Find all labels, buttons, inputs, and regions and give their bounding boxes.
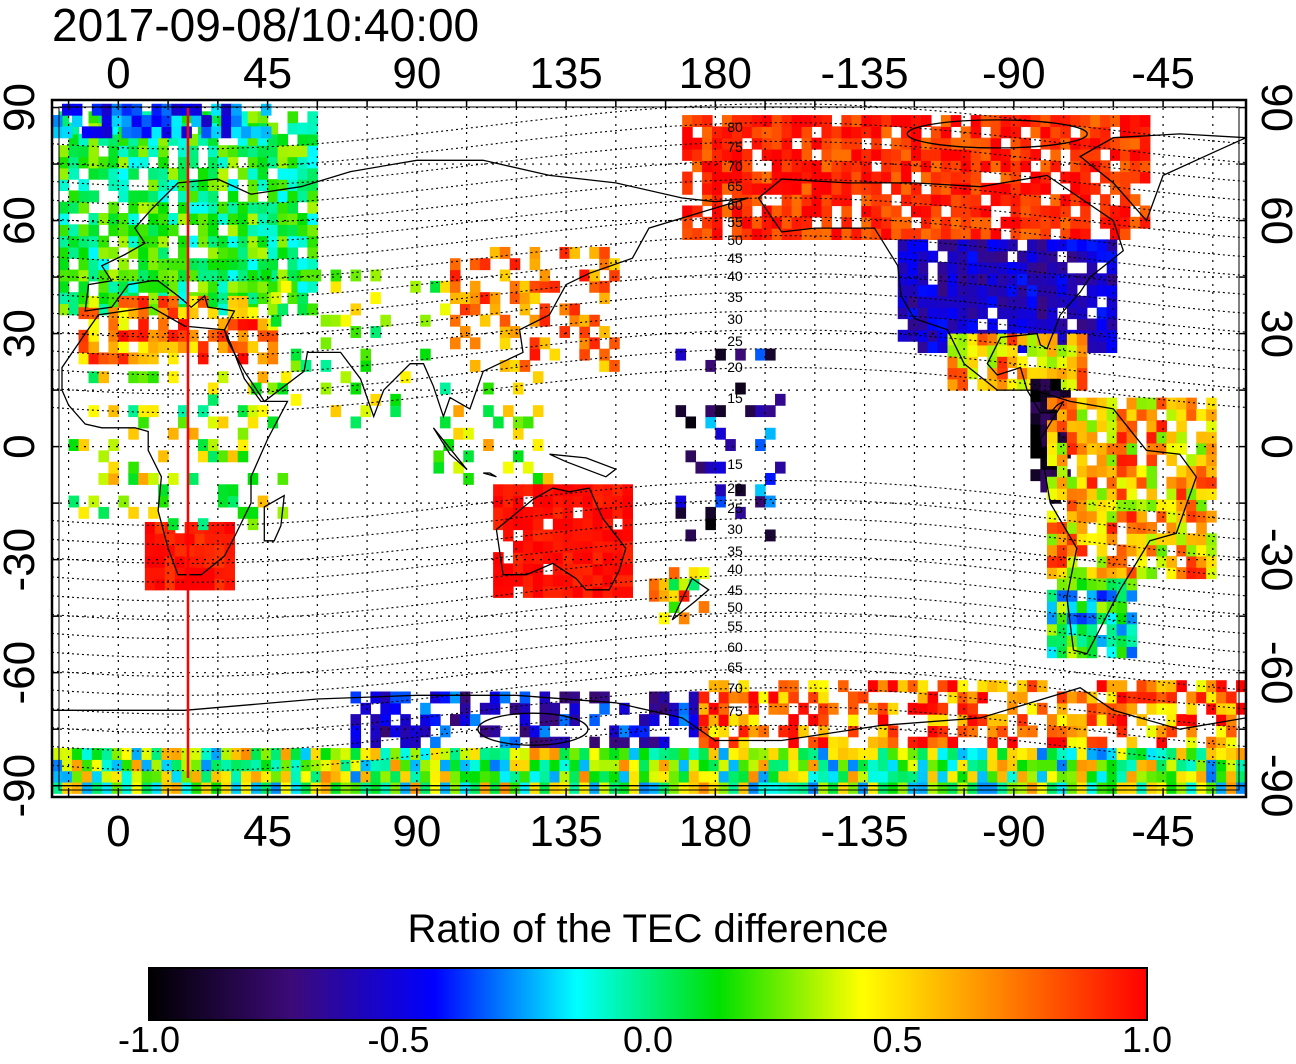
contour-label: 65 [727, 178, 743, 194]
y-tick-right: 90 [1252, 83, 1296, 132]
x-tick-top: 0 [106, 49, 130, 98]
y-tick-left: 0 [0, 434, 44, 458]
contour-label: 25 [727, 333, 743, 349]
contour-label: 60 [727, 639, 743, 655]
tec-ratio-field [52, 103, 1246, 794]
contour-label: 40 [727, 561, 743, 577]
x-tick-top: -90 [982, 49, 1046, 98]
colorbar-tick-label: -0.5 [367, 1019, 430, 1060]
y-tick-left: -90 [0, 754, 44, 818]
contour-label: 50 [727, 599, 743, 615]
axis-tick-labels: 0 0 45 45 90 90 135 135 180 180 -135 -135 -90 -90 -45 -… [0, 49, 1296, 856]
contour-label: 55 [727, 214, 743, 230]
contour-label: 15 [727, 390, 743, 406]
contour-label: 30 [727, 311, 743, 327]
colorbar [148, 967, 1148, 1021]
y-tick-left: 60 [0, 196, 44, 245]
y-tick-right: 0 [1252, 434, 1296, 458]
y-tick-left: 30 [0, 309, 44, 358]
contour-labels: 8075706560555045403530252015152025303540… [727, 119, 743, 719]
tec-map: 8075706560555045403530252015152025303540… [0, 49, 1296, 856]
contour-label: 60 [727, 197, 743, 213]
colorbar-tick-label: 1.0 [1121, 1019, 1173, 1060]
x-tick-bottom: 90 [392, 807, 441, 856]
contour-label: 20 [727, 480, 743, 496]
x-tick-top: 90 [392, 49, 441, 98]
x-tick-bottom: 135 [529, 807, 602, 856]
colorbar-tick-label: -1.0 [117, 1019, 181, 1060]
y-tick-left: -60 [0, 641, 44, 705]
x-tick-bottom: -135 [821, 807, 909, 856]
contour-label: 45 [727, 250, 743, 266]
contour-label: 40 [727, 268, 743, 284]
contour-label: 65 [727, 659, 743, 675]
y-tick-right: 60 [1252, 196, 1296, 245]
colorbar-tick-label: 0.0 [622, 1019, 674, 1060]
contour-label: 15 [727, 456, 743, 472]
contour-label: 75 [727, 139, 743, 155]
contour-label: 35 [727, 543, 743, 559]
x-tick-top: -135 [821, 49, 909, 98]
x-tick-top: 180 [679, 49, 752, 98]
contour-label: 55 [727, 618, 743, 634]
contour-label: 35 [727, 289, 743, 305]
contour-label: 20 [727, 359, 743, 375]
contour-label: 25 [727, 500, 743, 516]
map-frame [50, 98, 1248, 799]
contour-label: 45 [727, 582, 743, 598]
x-tick-bottom: -90 [982, 807, 1046, 856]
colorbar-gradient [148, 967, 1148, 1021]
y-tick-right: -60 [1252, 641, 1296, 705]
magnetic-latitude-contours [52, 103, 1246, 772]
x-tick-top: -45 [1131, 49, 1195, 98]
y-tick-left: -30 [0, 528, 44, 592]
colorbar-title: Ratio of the TEC difference [407, 907, 889, 951]
x-tick-bottom: 0 [106, 807, 130, 856]
contour-label: 70 [727, 158, 743, 174]
y-tick-left: 90 [0, 83, 44, 132]
x-tick-top: 135 [529, 49, 602, 98]
y-tick-right: -90 [1252, 754, 1296, 818]
timestamp-title: 2017-09-08/10:40:00 [52, 0, 480, 51]
contour-label: 70 [727, 680, 743, 696]
contour-label: 50 [727, 232, 743, 248]
y-tick-right: -30 [1252, 528, 1296, 592]
x-tick-bottom: -45 [1131, 807, 1195, 856]
x-tick-top: 45 [243, 49, 292, 98]
contour-label: 75 [727, 703, 743, 719]
contour-label: 30 [727, 521, 743, 537]
x-tick-bottom: 45 [243, 807, 292, 856]
coastlines [52, 133, 1246, 787]
x-tick-bottom: 180 [679, 807, 752, 856]
y-tick-right: 30 [1252, 309, 1296, 358]
colorbar-tick-label: 0.5 [872, 1019, 923, 1060]
contour-label: 80 [727, 119, 743, 135]
